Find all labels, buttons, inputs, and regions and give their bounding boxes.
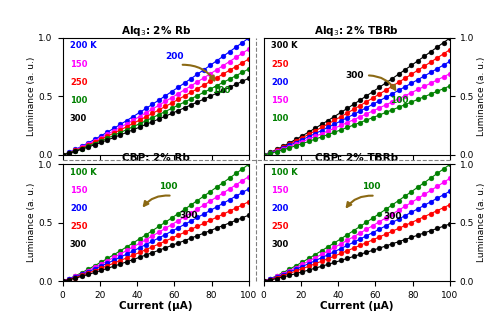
Text: 100 K: 100 K [70, 168, 96, 177]
Text: 100: 100 [390, 96, 409, 106]
Text: 300: 300 [383, 212, 402, 221]
Text: 250: 250 [271, 59, 288, 69]
Title: Alq$_3$: 2% Rb: Alq$_3$: 2% Rb [120, 24, 190, 38]
Title: Alq$_3$: 2% TBRb: Alq$_3$: 2% TBRb [314, 24, 400, 38]
Text: 150: 150 [70, 186, 87, 195]
X-axis label: Current (μA): Current (μA) [320, 301, 394, 311]
Y-axis label: Luminance (a. u.): Luminance (a. u.) [477, 57, 486, 136]
Text: 200: 200 [271, 78, 288, 87]
Title: CBP: 2% Rb: CBP: 2% Rb [122, 154, 190, 163]
Text: 250: 250 [70, 78, 87, 87]
Text: 300: 300 [346, 71, 364, 80]
Text: 200: 200 [165, 52, 184, 61]
Text: 300: 300 [70, 240, 87, 249]
Text: 300: 300 [180, 211, 199, 220]
Text: 250: 250 [70, 222, 87, 231]
Text: 200: 200 [70, 204, 87, 213]
X-axis label: Current (μA): Current (μA) [119, 301, 192, 311]
Y-axis label: Luminance (a. u.): Luminance (a. u.) [477, 183, 486, 262]
Title: CBP: 2% TBRb: CBP: 2% TBRb [316, 154, 398, 163]
Text: 150: 150 [271, 96, 288, 105]
Text: 300 K: 300 K [271, 41, 297, 51]
Text: 300: 300 [271, 240, 288, 249]
Text: 100: 100 [271, 114, 288, 123]
Text: 100 K: 100 K [271, 168, 298, 177]
Text: 100: 100 [160, 182, 178, 191]
Text: 250: 250 [271, 222, 288, 231]
Text: 200 K: 200 K [70, 41, 96, 51]
Y-axis label: Luminance (a. u.): Luminance (a. u.) [26, 57, 36, 136]
Text: 150: 150 [271, 186, 288, 195]
Text: 100: 100 [362, 182, 381, 191]
Text: 100: 100 [212, 86, 230, 95]
Text: 150: 150 [70, 59, 87, 69]
Text: 100: 100 [70, 96, 87, 105]
Text: 200: 200 [271, 204, 288, 213]
Y-axis label: Luminance (a. u.): Luminance (a. u.) [26, 183, 36, 262]
Text: 300: 300 [70, 114, 87, 123]
